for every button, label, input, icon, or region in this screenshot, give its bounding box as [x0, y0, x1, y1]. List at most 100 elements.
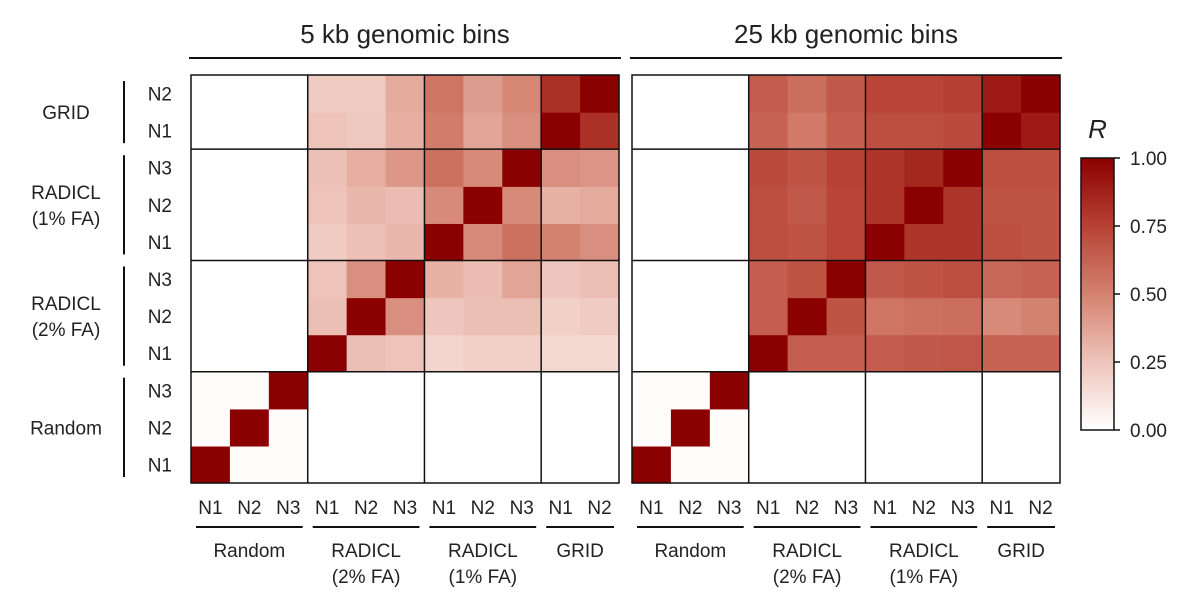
- heatmap-cell: [346, 186, 387, 224]
- heatmap-cell: [346, 149, 387, 187]
- heatmap-cell: [346, 408, 387, 447]
- heatmap-cell: [191, 408, 231, 447]
- x-tick-label: N2: [354, 498, 378, 519]
- heatmap-cell: [268, 75, 309, 113]
- heatmap-cell: [943, 297, 983, 336]
- y-tick-label: N2: [148, 307, 172, 328]
- heatmap-cell: [463, 223, 503, 262]
- heatmap-cell: [424, 371, 464, 410]
- heatmap-cell: [580, 223, 620, 262]
- x-group-label: GRID: [556, 541, 604, 562]
- heatmap-cell: [463, 445, 503, 484]
- heatmap-cell: [463, 408, 503, 447]
- heatmap-cell: [904, 371, 944, 410]
- heatmap-cell: [632, 445, 672, 484]
- y-group-label: Random: [30, 418, 102, 439]
- heatmap-cell: [580, 149, 620, 187]
- x-group-label: RADICL: [772, 541, 842, 562]
- panel-title: 5 kb genomic bins: [300, 19, 510, 49]
- heatmap-cell: [191, 260, 231, 299]
- heatmap-cell: [982, 186, 1022, 224]
- heatmap-cell: [463, 371, 503, 410]
- heatmap-cell: [541, 408, 581, 447]
- heatmap-cell: [865, 371, 905, 410]
- heatmap-cell: [268, 408, 309, 447]
- heatmap-cell: [632, 75, 672, 113]
- panel-border: [190, 74, 620, 484]
- heatmap-cell: [632, 408, 672, 447]
- heatmap-cell: [229, 223, 270, 262]
- colorbar-tick-label: 0.00: [1130, 421, 1167, 442]
- y-tick-label: N1: [148, 233, 172, 254]
- heatmap-cell: [424, 112, 464, 150]
- heatmap-cell: [541, 445, 581, 484]
- y-tick-label: N2: [148, 85, 172, 106]
- x-tick-label: N3: [276, 498, 300, 519]
- heatmap-cell: [385, 371, 426, 410]
- heatmap-cell: [1021, 112, 1061, 150]
- heatmap-cell: [709, 445, 750, 484]
- y-group-label: RADICL: [31, 294, 101, 315]
- heatmap-cell: [865, 112, 905, 150]
- heatmap-cell: [580, 75, 620, 113]
- y-tick-label: N3: [148, 270, 172, 291]
- heatmap-cell: [1021, 223, 1061, 262]
- heatmap-cell: [787, 186, 828, 224]
- heatmap-cell: [670, 75, 711, 113]
- heatmap-cell: [502, 75, 542, 113]
- heatmap-cell: [787, 445, 828, 484]
- x-tick-label: N3: [510, 498, 534, 519]
- heatmap-cell: [670, 334, 711, 373]
- x-group-label: Random: [654, 541, 726, 562]
- y-tick-label: N1: [148, 344, 172, 365]
- heatmap-cell: [580, 297, 620, 336]
- x-group-label: RADICL: [448, 541, 518, 562]
- heatmap-cell: [748, 112, 789, 150]
- heatmap-cell: [502, 223, 542, 262]
- heatmap-cell: [1021, 408, 1061, 447]
- heatmap-cell: [632, 186, 672, 224]
- heatmap-cell: [346, 445, 387, 484]
- y-tick-label: N3: [148, 159, 172, 180]
- heatmap-cell: [385, 112, 426, 150]
- heatmap-cell: [748, 223, 789, 262]
- x-tick-label: N2: [678, 498, 702, 519]
- heatmap-panel-1: [190, 74, 620, 484]
- heatmap-cell: [748, 371, 789, 410]
- heatmap-cell: [982, 149, 1022, 187]
- heatmap-cell: [982, 371, 1022, 410]
- heatmap-cell: [385, 334, 426, 373]
- heatmap-cell: [191, 75, 231, 113]
- heatmap-cell: [580, 260, 620, 299]
- heatmap-cell: [424, 186, 464, 224]
- heatmap-cell: [748, 260, 789, 299]
- heatmap-cell: [385, 223, 426, 262]
- heatmap-cell: [943, 260, 983, 299]
- heatmap-cell: [191, 112, 231, 150]
- heatmap-cell: [580, 112, 620, 150]
- heatmap-cell: [670, 260, 711, 299]
- heatmap-cell: [670, 408, 711, 447]
- heatmap-cell: [424, 297, 464, 336]
- heatmap-cell: [1021, 334, 1061, 373]
- colorbar-tick-label: 0.25: [1130, 353, 1167, 374]
- heatmap-cell: [502, 149, 542, 187]
- heatmap-cell: [191, 186, 231, 224]
- x-tick-label: N1: [756, 498, 780, 519]
- heatmap-cell: [346, 223, 387, 262]
- heatmap-cell: [1021, 371, 1061, 410]
- heatmap-cell: [385, 408, 426, 447]
- heatmap-cell: [191, 223, 231, 262]
- panel-border: [631, 74, 1061, 484]
- heatmap-cell: [307, 445, 348, 484]
- heatmap-cell: [229, 334, 270, 373]
- heatmap-cell: [1021, 149, 1061, 187]
- heatmap-cell: [229, 371, 270, 410]
- heatmap-cell: [346, 334, 387, 373]
- heatmap-cell: [424, 445, 464, 484]
- heatmap-cell: [346, 112, 387, 150]
- heatmap-cell: [1021, 75, 1061, 113]
- heatmap-cell: [463, 334, 503, 373]
- x-tick-label: N1: [315, 498, 339, 519]
- heatmap-cell: [982, 408, 1022, 447]
